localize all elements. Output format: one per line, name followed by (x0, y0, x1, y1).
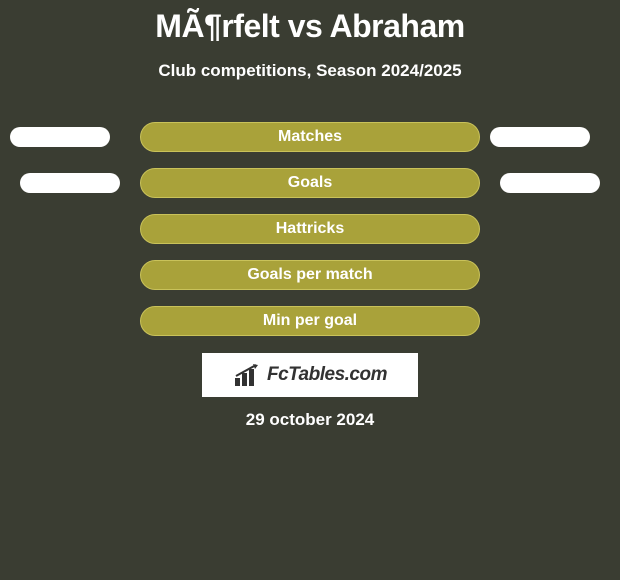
bar-left (20, 173, 120, 193)
page-subtitle: Club competitions, Season 2024/2025 (0, 61, 620, 81)
bar-center: Goals per match (140, 260, 480, 290)
logo-text: FcTables.com (267, 364, 387, 386)
page-title: MÃ¶rfelt vs Abraham (0, 0, 620, 45)
bar-label: Hattricks (276, 220, 344, 238)
bar-label: Goals (288, 174, 332, 192)
bar-center: Hattricks (140, 214, 480, 244)
bar-row: Goals per match (0, 260, 620, 290)
bar-center: Matches (140, 122, 480, 152)
bar-left (10, 127, 110, 147)
logo-box: FcTables.com (202, 353, 418, 397)
bar-row: Matches (0, 122, 620, 152)
bar-right (490, 127, 590, 147)
bar-row: Goals (0, 168, 620, 198)
bar-center: Goals (140, 168, 480, 198)
bar-label: Min per goal (263, 312, 357, 330)
bars-icon (233, 364, 261, 386)
bar-label: Goals per match (247, 266, 372, 284)
bar-row: Min per goal (0, 306, 620, 336)
bar-row: Hattricks (0, 214, 620, 244)
bar-center: Min per goal (140, 306, 480, 336)
bar-right (500, 173, 600, 193)
date-text: 29 october 2024 (0, 410, 620, 430)
bar-label: Matches (278, 128, 342, 146)
stats-card: MÃ¶rfelt vs Abraham Club competitions, S… (0, 0, 620, 580)
